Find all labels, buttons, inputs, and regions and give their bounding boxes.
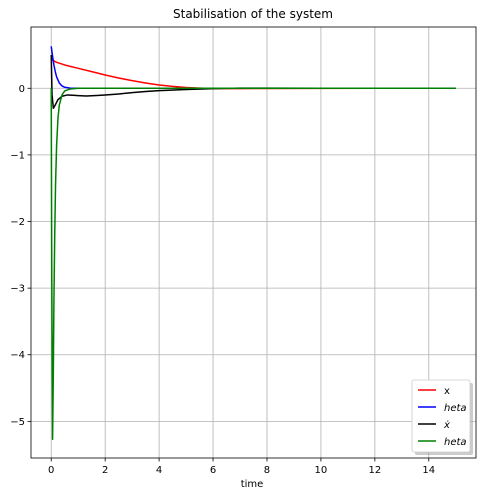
x-tick-label: 2 — [102, 465, 108, 476]
x-tick-label: 6 — [210, 465, 216, 476]
x-tick-label: 0 — [48, 465, 54, 476]
x-tick-label: 4 — [156, 465, 162, 476]
legend: x heta ẋ heta — [411, 379, 473, 455]
x-tick-label: 10 — [315, 465, 328, 476]
y-tick-label: −3 — [10, 284, 25, 295]
y-tick-label: 0 — [19, 84, 25, 95]
chart-title: Stabilisation of the system — [173, 7, 333, 21]
y-tick-label: −1 — [10, 150, 25, 161]
x-tick-label: 8 — [264, 465, 270, 476]
legend-label: heta — [444, 403, 467, 414]
plot-area-frame — [30, 26, 477, 459]
series-line-4 — [50, 87, 456, 441]
legend-label: x — [444, 386, 450, 397]
x-tick-label: 12 — [368, 465, 381, 476]
y-tick-label: −4 — [10, 350, 25, 361]
y-tick-label: −5 — [10, 417, 25, 428]
series-lines — [50, 46, 456, 441]
legend-label: ẋ — [443, 420, 450, 431]
x-tick-label: 14 — [422, 465, 435, 476]
legend-label: heta — [444, 437, 467, 448]
y-tick-label: −2 — [10, 217, 25, 228]
x-axis-label: time — [241, 479, 264, 490]
legend-box — [411, 379, 471, 453]
axis-ticks: 0 2 4 6 8 10 12 14 0 −1 −2 −3 −4 −5 — [10, 84, 435, 476]
